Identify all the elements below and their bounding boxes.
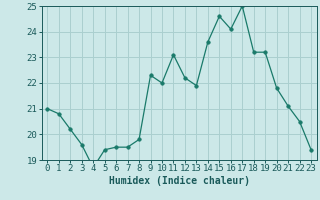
X-axis label: Humidex (Indice chaleur): Humidex (Indice chaleur) (109, 176, 250, 186)
